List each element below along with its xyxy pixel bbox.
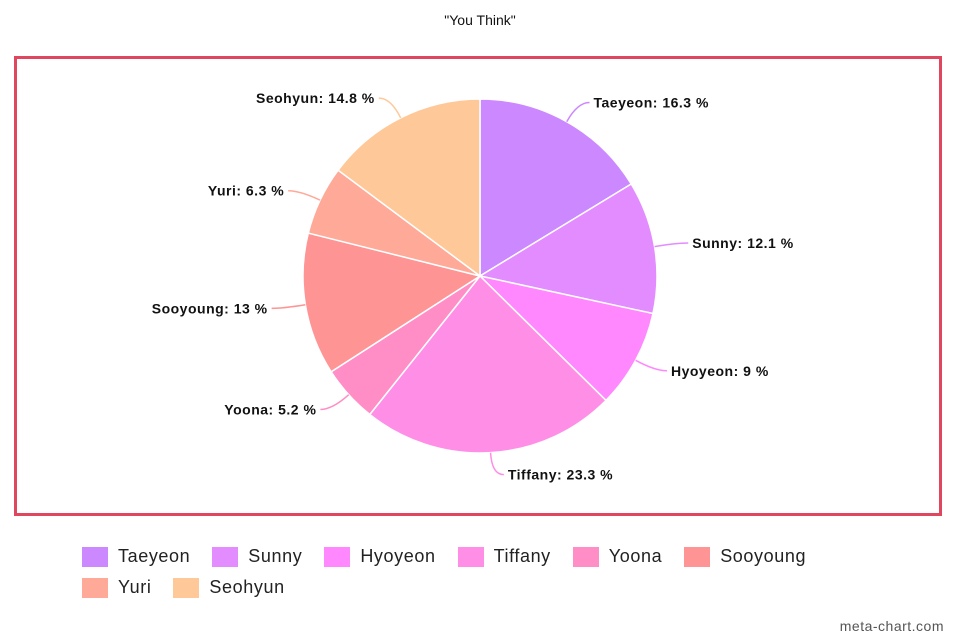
slice-label-sooyoung: Sooyoung: 13 % <box>152 300 268 316</box>
watermark: meta-chart.com <box>839 618 944 634</box>
leader-line-seohyun <box>378 97 402 119</box>
pie-slice-tiffany[interactable] <box>368 274 608 454</box>
pie-slice-hyoyeon[interactable] <box>477 274 654 402</box>
legend-label: Tiffany <box>493 546 551 566</box>
chart-frame <box>14 56 942 516</box>
legend-label: Yoona <box>608 546 663 566</box>
legend-swatch <box>82 546 108 567</box>
legend-swatch <box>324 546 351 567</box>
legend-item-yuri[interactable]: Yuri <box>82 577 151 598</box>
pie-slice-taeyeon[interactable] <box>479 98 633 278</box>
pie-slice-sunny[interactable] <box>478 182 658 315</box>
slice-label-yoona: Yoona: 5.2 % <box>224 401 316 417</box>
legend-item-sooyoung[interactable]: Sooyoung <box>684 546 806 567</box>
legend-label: Seohyun <box>209 577 285 597</box>
pie-chart: Taeyeon: 16.3 % Sunny: 12.1 % Hyoyeon: 9 %… <box>152 90 793 483</box>
slice-label-yuri: Yuri: 6.3 % <box>208 183 284 199</box>
leader-line-sooyoung <box>271 304 306 310</box>
leader-line-tiffany <box>489 452 504 476</box>
legend-swatch <box>82 577 108 598</box>
legend-label: Yuri <box>118 577 152 597</box>
leader-line-hyoyeon <box>635 359 667 372</box>
slice-label-taeyeon: Taeyeon: 16.3 % <box>594 95 709 111</box>
legend-label: Sunny <box>248 546 303 566</box>
chart-title: "You Think" <box>444 12 516 28</box>
leader-line-yuri <box>288 189 321 201</box>
legend-item-seohyun[interactable]: Seohyun <box>173 577 284 598</box>
legend-swatch <box>572 546 599 567</box>
pie-slice-seohyun[interactable] <box>337 98 481 278</box>
legend-item-tiffany[interactable]: Tiffany <box>457 546 551 567</box>
legend-item-sunny[interactable]: Sunny <box>212 546 302 567</box>
legend-item-hyoyeon[interactable]: Hyoyeon <box>324 546 435 567</box>
slice-label-sunny: Sunny: 12.1 % <box>692 235 793 251</box>
legend-label: Hyoyeon <box>360 546 436 566</box>
leader-line-sunny <box>654 242 689 248</box>
legend-item-yoona[interactable]: Yoona <box>572 546 663 567</box>
legend-swatch <box>457 546 484 567</box>
pie-slice-sooyoung[interactable] <box>302 232 482 373</box>
legend: Taeyeon Sunny Hyoyeon Tiffany Yoona Sooyoung Y… <box>82 546 902 598</box>
legend-swatch <box>212 546 239 567</box>
leader-line-yoona <box>320 394 350 411</box>
slice-label-tiffany: Tiffany: 23.3 % <box>508 467 613 483</box>
legend-swatch <box>173 577 200 598</box>
legend-label: Taeyeon <box>118 546 191 566</box>
legend-swatch <box>684 546 711 567</box>
slice-label-seohyun: Seohyun: 14.8 % <box>256 90 375 106</box>
legend-item-taeyeon[interactable]: Taeyeon <box>82 546 190 567</box>
legend-label: Sooyoung <box>720 546 807 566</box>
leader-line-taeyeon <box>566 101 590 123</box>
slice-label-hyoyeon: Hyoyeon: 9 % <box>671 363 769 379</box>
